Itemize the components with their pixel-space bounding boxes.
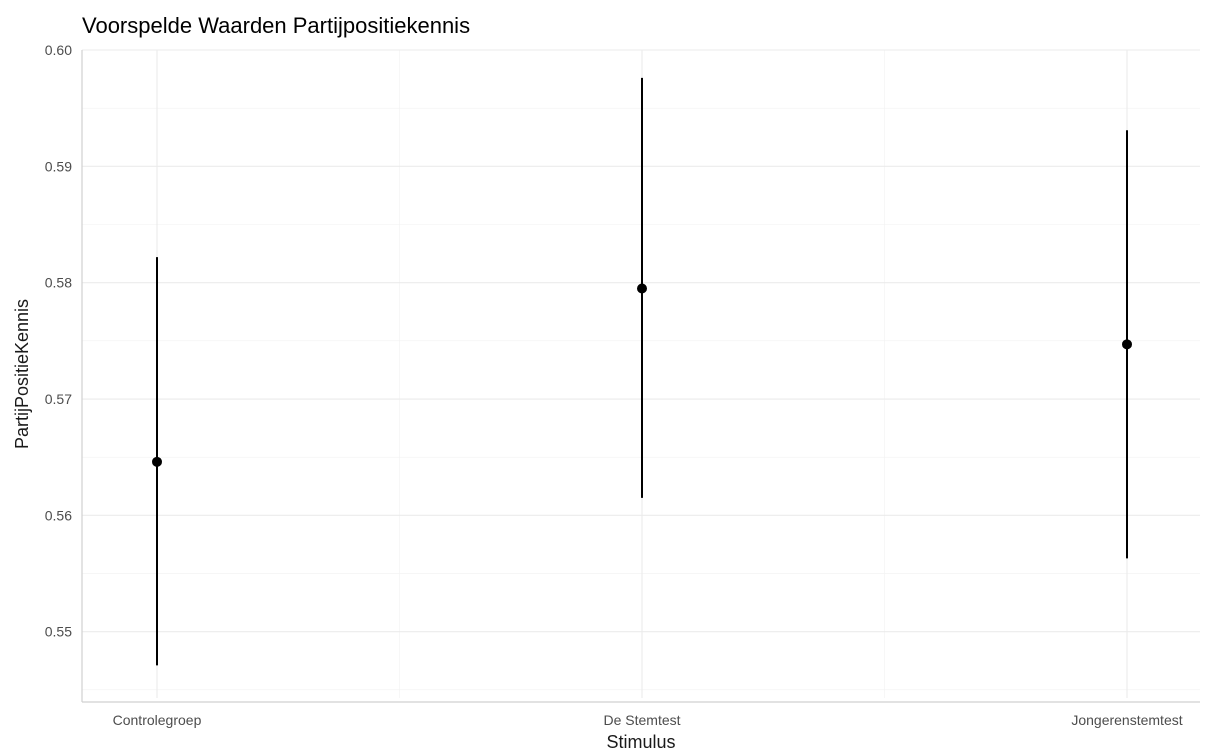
- x-axis-title: Stimulus: [606, 732, 675, 751]
- marks-layer: [152, 77, 1132, 666]
- axis-layer: [81, 50, 1200, 703]
- y-tick-label: 0.58: [45, 275, 72, 291]
- y-axis-title: PartijPositieKennis: [12, 299, 32, 449]
- x-tick-label: Controlegroep: [113, 712, 202, 728]
- estimate-point: [1122, 339, 1132, 350]
- y-tick-label: 0.55: [45, 624, 72, 640]
- x-tick-label: Jongerenstemtest: [1071, 712, 1182, 728]
- y-tick-label: 0.56: [45, 507, 72, 523]
- y-tick-label: 0.60: [45, 42, 72, 58]
- estimate-point: [152, 456, 162, 467]
- chart-title: Voorspelde Waarden Partijpositiekennis: [82, 13, 470, 38]
- y-tick-label: 0.57: [45, 391, 72, 407]
- estimate-point: [637, 283, 647, 294]
- tick-labels-layer: 0.55 0.56 0.57 0.58 0.59 0.60 Controlegroep De …: [45, 42, 1183, 728]
- x-tick-label: De Stemtest: [603, 712, 680, 728]
- y-tick-label: 0.59: [45, 158, 72, 174]
